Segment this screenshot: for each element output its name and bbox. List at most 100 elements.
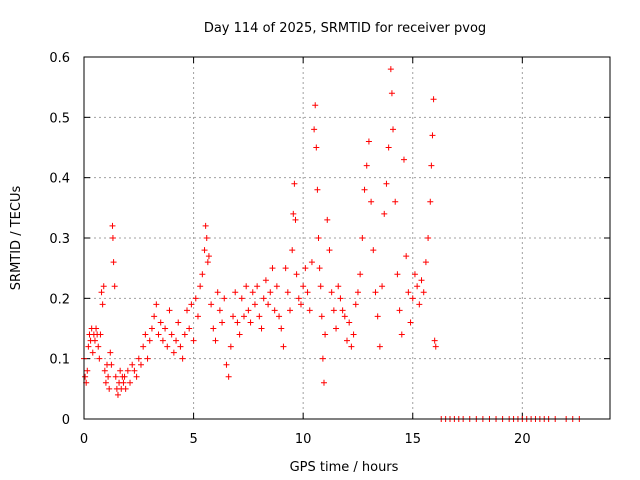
data-point xyxy=(91,337,98,344)
data-point xyxy=(324,216,331,223)
data-point xyxy=(276,313,283,320)
data-point xyxy=(230,313,237,320)
data-point xyxy=(240,313,247,320)
data-point xyxy=(344,337,350,344)
data-point xyxy=(306,307,313,314)
data-point xyxy=(184,307,191,314)
data-point xyxy=(262,277,269,284)
data-point xyxy=(304,289,311,296)
data-point xyxy=(269,265,276,272)
data-point xyxy=(109,222,116,229)
data-point xyxy=(97,331,104,338)
data-point xyxy=(260,295,267,302)
data-point xyxy=(291,180,298,187)
data-point xyxy=(179,355,186,362)
data-point xyxy=(352,301,359,308)
grid-lines xyxy=(84,57,610,419)
data-point xyxy=(319,355,326,362)
data-point xyxy=(428,162,435,169)
data-point xyxy=(225,373,232,380)
data-point xyxy=(326,247,333,254)
data-point xyxy=(258,325,265,332)
data-point xyxy=(300,283,307,290)
data-point xyxy=(124,367,131,374)
data-point xyxy=(297,301,304,308)
data-point xyxy=(411,271,418,278)
data-point xyxy=(372,289,379,296)
x-axis-label: GPS time / hours xyxy=(290,460,399,475)
x-tick-label: 15 xyxy=(404,432,421,447)
data-point xyxy=(109,235,116,241)
data-point xyxy=(153,301,160,308)
data-point xyxy=(387,66,394,73)
data-point xyxy=(245,307,252,314)
data-point xyxy=(159,337,166,344)
y-tick-label: 0.5 xyxy=(49,111,70,126)
data-point xyxy=(247,319,254,326)
data-point xyxy=(337,295,344,302)
data-point xyxy=(383,180,390,187)
data-point xyxy=(216,307,223,314)
data-point xyxy=(199,271,206,278)
data-point xyxy=(392,198,399,205)
data-point xyxy=(311,126,318,133)
data-point xyxy=(234,319,241,326)
data-point xyxy=(400,156,407,163)
data-point xyxy=(432,343,439,350)
data-point xyxy=(293,271,300,278)
data-point xyxy=(181,331,188,338)
data-point xyxy=(422,259,429,266)
data-point xyxy=(194,313,201,320)
data-point xyxy=(302,265,309,272)
data-point xyxy=(102,379,109,386)
data-point xyxy=(273,283,280,290)
data-point xyxy=(85,343,92,350)
data-point xyxy=(256,313,263,320)
data-point xyxy=(144,355,151,362)
data-point xyxy=(96,355,103,362)
data-point xyxy=(236,331,243,338)
data-point xyxy=(129,361,136,368)
data-point xyxy=(280,343,287,350)
data-point xyxy=(418,277,425,284)
data-point xyxy=(381,210,388,217)
data-point xyxy=(354,289,361,296)
data-point xyxy=(420,289,427,296)
data-point xyxy=(396,307,403,314)
data-point xyxy=(111,283,118,290)
data-point xyxy=(388,90,395,97)
data-point xyxy=(254,283,261,290)
data-point xyxy=(108,361,115,368)
data-point xyxy=(363,162,370,169)
data-point xyxy=(267,289,274,296)
data-point xyxy=(148,325,155,332)
data-point xyxy=(238,295,245,302)
data-point xyxy=(368,198,375,205)
data-point xyxy=(320,379,327,386)
data-point xyxy=(315,235,322,241)
x-tick-label: 5 xyxy=(189,432,197,447)
data-point xyxy=(394,271,401,278)
data-point xyxy=(95,343,102,350)
data-point xyxy=(330,307,337,314)
plot-frame xyxy=(83,56,611,420)
data-point xyxy=(202,222,209,229)
data-point xyxy=(333,325,340,332)
data-point xyxy=(121,373,128,380)
data-point xyxy=(282,265,289,272)
data-point xyxy=(135,355,142,362)
data-point xyxy=(348,343,355,350)
data-point xyxy=(100,283,107,290)
data-point xyxy=(84,367,91,374)
data-point xyxy=(313,144,320,151)
data-point xyxy=(398,331,405,338)
y-tick-label: 0.6 xyxy=(49,51,70,66)
data-point xyxy=(251,301,258,308)
data-point xyxy=(106,385,113,392)
data-points xyxy=(81,66,583,422)
data-point xyxy=(405,289,412,296)
y-tick-label: 0.1 xyxy=(49,353,70,368)
data-point xyxy=(107,349,114,356)
data-point xyxy=(374,313,381,320)
